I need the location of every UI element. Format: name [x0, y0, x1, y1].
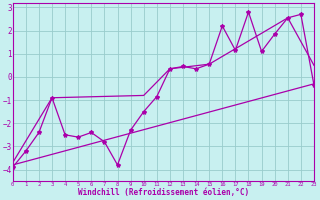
X-axis label: Windchill (Refroidissement éolien,°C): Windchill (Refroidissement éolien,°C) — [78, 188, 249, 197]
